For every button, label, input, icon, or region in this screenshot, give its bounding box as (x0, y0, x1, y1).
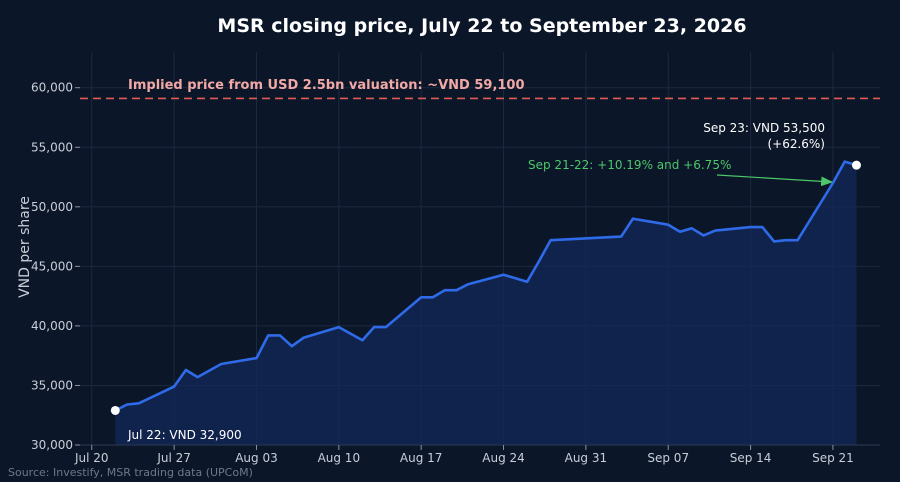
price-area-fill (115, 161, 857, 445)
y-tick-label: 55,000 (31, 140, 73, 154)
chart-title: MSR closing price, July 22 to September … (217, 15, 746, 37)
x-tick-label: Jul 27 (156, 451, 191, 465)
valuation-reference-label: Implied price from USD 2.5bn valuation: … (128, 78, 525, 93)
y-tick-label: 35,000 (31, 378, 73, 392)
y-axis-label: VND per share (17, 196, 33, 298)
x-tick-label: Sep 07 (647, 451, 689, 465)
y-tick-label: 30,000 (31, 438, 73, 452)
x-tick-label: Aug 24 (482, 451, 525, 465)
x-tick-label: Aug 03 (235, 451, 278, 465)
price-series-line (114, 160, 858, 412)
area-layer (115, 161, 857, 445)
y-axis-ticks: 30,000 35,000 40,000 45,000 50,000 55,000 60,0… (31, 81, 80, 452)
end-point-marker (851, 160, 861, 170)
end-annotation-change: (+62.6%) (767, 137, 825, 151)
x-tick-label: Aug 31 (565, 451, 608, 465)
jump-annotation-arrow (716, 174, 834, 187)
start-annotation: Jul 22: VND 32,900 (127, 428, 242, 442)
end-annotation-price: Sep 23: VND 53,500 (703, 121, 825, 135)
source-note: Source: Investify, MSR trading data (UPC… (8, 466, 253, 479)
y-tick-label: 60,000 (31, 81, 73, 95)
x-tick-label: Aug 17 (400, 451, 443, 465)
start-point-marker (110, 405, 120, 415)
y-tick-label: 45,000 (31, 259, 73, 273)
x-tick-label: Sep 14 (730, 451, 772, 465)
x-tick-label: Jul 20 (74, 451, 109, 465)
jump-annotation: Sep 21-22: +10.19% and +6.75% (528, 158, 731, 172)
y-tick-label: 50,000 (31, 200, 73, 214)
x-axis-ticks: Jul 20 Jul 27 Aug 03 Aug 10 Aug 17 Aug 24 Aug … (74, 445, 854, 465)
y-tick-label: 40,000 (31, 319, 73, 333)
x-tick-label: Sep 21 (812, 451, 854, 465)
x-tick-label: Aug 10 (318, 451, 361, 465)
line-layer (114, 160, 858, 412)
